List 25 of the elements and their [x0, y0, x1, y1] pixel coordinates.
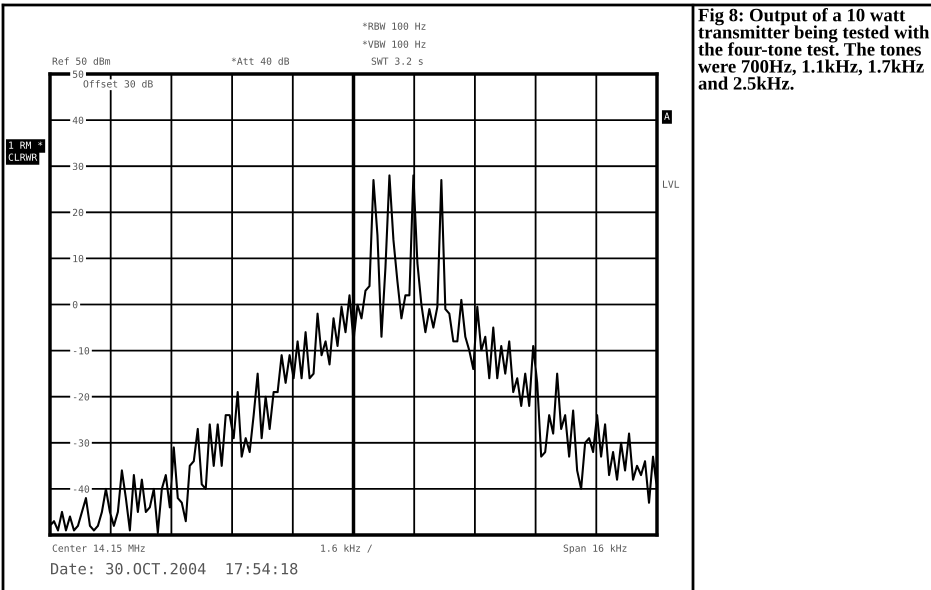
annotation: Offset 30 dB	[84, 80, 153, 88]
text: 1.6 kHz /	[321, 544, 372, 553]
y-tick-label: 0	[72, 301, 78, 308]
text: Center 14.15 MHz	[52, 544, 145, 552]
text: Span 16 kHz	[564, 544, 626, 554]
text: 1 RM *	[9, 141, 42, 149]
y-tick-label: 40	[72, 116, 84, 124]
text: *VBW 100 Hz	[362, 40, 426, 48]
y-tick-label: -10	[74, 347, 90, 354]
caption: Fig 8: Output of a 10 watt transmitter being tested with the four-tone test. The tones were 700Hz, 1.1kHz, 1.7kHz and 2.5kHz.	[698, 8, 930, 90]
y-tick-label: 20	[72, 208, 84, 216]
text: Date: 30.OCT.2004 17:54:18	[51, 562, 298, 574]
text: *RBW 100 Hz	[362, 22, 426, 30]
y-tick-label: -30	[74, 439, 90, 447]
y-tick-label: -20	[74, 393, 90, 401]
text: CLRWR	[8, 153, 38, 161]
y-tick-label: 30	[72, 162, 84, 170]
text: LVL	[663, 180, 680, 188]
text: Ref 50 dBm	[52, 57, 110, 65]
y-tick-label: 10	[73, 254, 84, 262]
text: A	[664, 112, 670, 120]
text: *Att 40 dB	[232, 57, 290, 65]
y-tick-label: -40	[74, 485, 90, 493]
text: SWT 3.2 s	[372, 57, 423, 65]
y-tick-label: 50	[72, 70, 84, 78]
